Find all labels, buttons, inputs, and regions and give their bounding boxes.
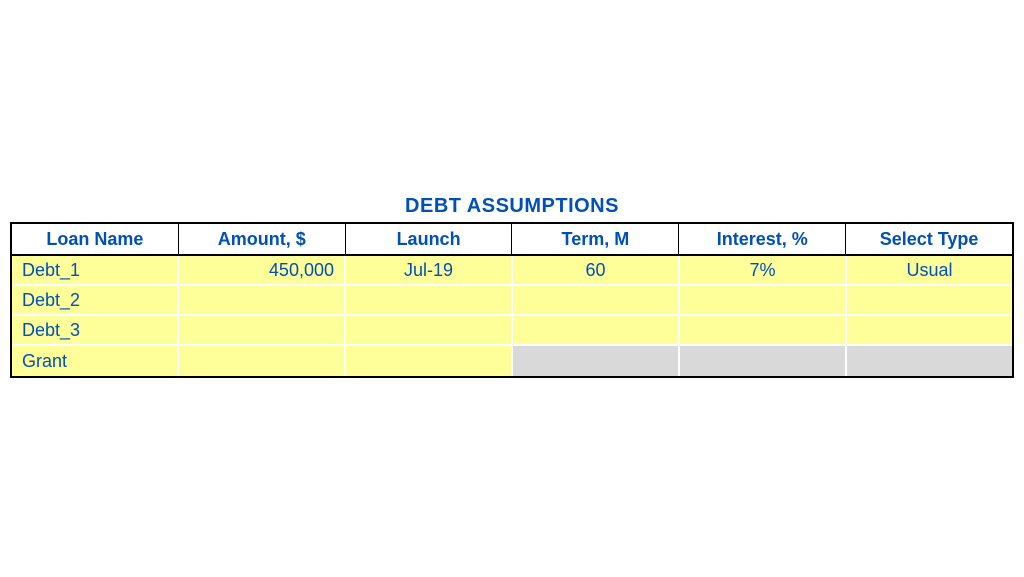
table-row: Debt_1 450,000 Jul-19 60 7% Usual (12, 256, 1012, 286)
cell-term[interactable] (513, 316, 680, 346)
cell-amount[interactable]: 450,000 (179, 256, 346, 286)
cell-launch[interactable] (346, 346, 513, 376)
cell-amount[interactable] (179, 346, 346, 376)
cell-amount[interactable] (179, 286, 346, 316)
cell-launch[interactable] (346, 316, 513, 346)
cell-loan-name[interactable]: Debt_2 (12, 286, 179, 316)
cell-term[interactable]: 60 (513, 256, 680, 286)
header-launch: Launch (346, 224, 513, 254)
cell-interest[interactable]: 7% (680, 256, 847, 286)
table-header-row: Loan Name Amount, $ Launch Term, M Inter… (12, 224, 1012, 256)
header-term: Term, M (512, 224, 679, 254)
cell-interest[interactable] (680, 286, 847, 316)
header-select-type: Select Type (846, 224, 1012, 254)
header-amount: Amount, $ (179, 224, 346, 254)
header-loan-name: Loan Name (12, 224, 179, 254)
header-interest: Interest, % (679, 224, 846, 254)
cell-type[interactable]: Usual (847, 256, 1012, 286)
cell-loan-name[interactable]: Debt_1 (12, 256, 179, 286)
cell-term[interactable] (513, 346, 680, 376)
table-title: DEBT ASSUMPTIONS (405, 195, 619, 218)
cell-launch[interactable]: Jul-19 (346, 256, 513, 286)
cell-type[interactable] (847, 286, 1012, 316)
table-row: Debt_2 (12, 286, 1012, 316)
table-row: Debt_3 (12, 316, 1012, 346)
debt-assumptions-table: Loan Name Amount, $ Launch Term, M Inter… (10, 222, 1014, 378)
cell-launch[interactable] (346, 286, 513, 316)
cell-interest[interactable] (680, 316, 847, 346)
cell-type[interactable] (847, 316, 1012, 346)
cell-loan-name[interactable]: Debt_3 (12, 316, 179, 346)
cell-loan-name[interactable]: Grant (12, 346, 179, 376)
cell-interest[interactable] (680, 346, 847, 376)
cell-type[interactable] (847, 346, 1012, 376)
cell-term[interactable] (513, 286, 680, 316)
table-row: Grant (12, 346, 1012, 376)
cell-amount[interactable] (179, 316, 346, 346)
